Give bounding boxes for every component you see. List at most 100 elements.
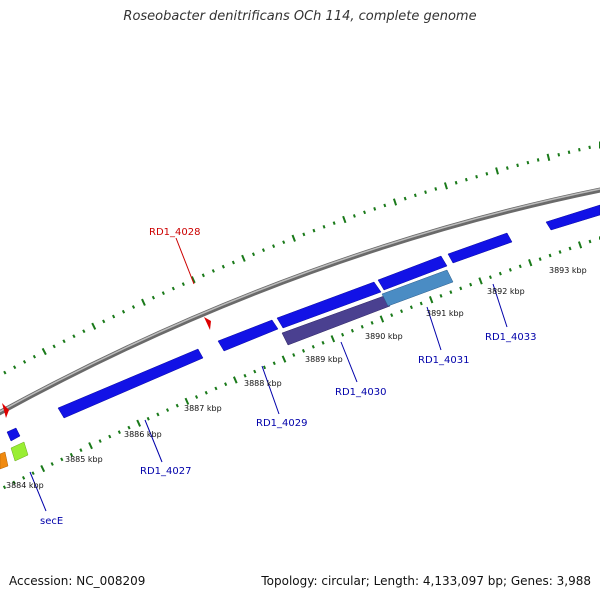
outer-tick xyxy=(22,360,27,364)
inner-tick xyxy=(508,268,512,272)
outer-tick xyxy=(261,248,266,252)
inner-tick xyxy=(292,353,296,357)
outer-tick xyxy=(578,147,581,152)
gene-rd1-4029[interactable] xyxy=(217,319,279,352)
inner-tick xyxy=(370,321,374,325)
outer-tick xyxy=(32,354,36,359)
outer-tick xyxy=(151,295,156,300)
outer-tick xyxy=(171,286,175,291)
inner-tick xyxy=(459,286,463,291)
inner-tick xyxy=(262,365,267,370)
outer-tick xyxy=(373,206,377,211)
inner-tick xyxy=(40,464,46,473)
inner-tick xyxy=(194,395,199,399)
inner-tick xyxy=(330,335,336,343)
gene-rd1-4027[interactable] xyxy=(57,348,204,419)
outer-tick xyxy=(588,145,591,150)
inner-tick xyxy=(419,301,423,306)
outer-tick xyxy=(52,344,56,349)
inner-tick xyxy=(175,403,179,408)
outer-tick xyxy=(102,319,106,324)
inner-tick xyxy=(88,442,93,450)
inner-tick xyxy=(214,386,218,391)
inner-tick xyxy=(272,361,276,366)
inner-tick xyxy=(146,416,150,421)
pointer-rd1-4027 xyxy=(144,419,163,463)
inner-tick xyxy=(538,257,542,261)
outer-tick xyxy=(121,309,126,314)
outer-tick xyxy=(516,163,519,168)
genome-backbone-highlight xyxy=(0,188,600,413)
outer-tick xyxy=(413,193,417,198)
outer-tick xyxy=(272,244,276,248)
inner-tick xyxy=(12,480,16,485)
inner-tick xyxy=(321,340,325,345)
outer-tick xyxy=(141,298,146,306)
inner-tick xyxy=(350,328,354,333)
topology-summary: Topology: circular; Length: 4,133,097 bp… xyxy=(261,574,591,588)
outer-tick xyxy=(536,158,540,162)
inner-tick xyxy=(243,373,247,378)
kbp-label: 3884 kbp xyxy=(6,481,44,490)
inner-tick xyxy=(409,305,413,310)
outer-tick xyxy=(485,172,489,176)
inner-tick xyxy=(558,250,562,254)
kbp-label: 3887 kbp xyxy=(184,404,222,413)
outer-tick xyxy=(475,174,478,179)
inner-tick xyxy=(165,408,170,412)
gene-label-rd1-4031: RD1_4031 xyxy=(418,355,469,366)
inner-tick xyxy=(224,382,228,387)
kbp-label: 3886 kbp xyxy=(124,430,162,439)
inner-tick xyxy=(50,462,54,466)
gene-rd1-4031[interactable] xyxy=(381,269,454,307)
outer-tick xyxy=(190,276,196,284)
inner-tick xyxy=(108,434,112,439)
inner-tick xyxy=(253,369,257,374)
outer-tick xyxy=(434,187,438,191)
inner-tick xyxy=(528,259,533,267)
gene-rd1-4031-forward[interactable] xyxy=(377,255,448,291)
pointer-rd1-4030 xyxy=(340,341,358,383)
outer-tick xyxy=(161,291,165,295)
gene-orange-feature[interactable] xyxy=(0,451,9,470)
inner-tick xyxy=(548,253,552,258)
outer-tick xyxy=(332,221,336,225)
outer-tick xyxy=(221,264,225,269)
inner-tick-track xyxy=(2,236,600,490)
inner-tick xyxy=(2,485,7,490)
gene-rd1-4030[interactable] xyxy=(281,295,391,346)
outer-tick xyxy=(181,282,185,286)
marker-red-1[interactable] xyxy=(204,317,211,330)
gene-label-rd1-4029: RD1_4029 xyxy=(256,418,307,429)
gene-label-rd1-4030: RD1_4030 xyxy=(335,387,386,398)
inner-tick xyxy=(518,264,522,269)
inner-tick xyxy=(568,246,572,251)
outer-tick xyxy=(201,273,205,278)
inner-tick xyxy=(428,296,434,304)
gene-small-blue[interactable] xyxy=(6,427,21,442)
outer-tick xyxy=(505,166,509,170)
gene-label-rd1-4027: RD1_4027 xyxy=(140,466,191,477)
kbp-label: 3888 kbp xyxy=(244,379,282,388)
inner-tick xyxy=(136,419,142,427)
outer-tick xyxy=(291,234,296,242)
inner-tick xyxy=(117,430,121,435)
kbp-label: 3892 kbp xyxy=(487,287,525,296)
gene-rd1-4030-forward[interactable] xyxy=(276,281,382,329)
gene-rd1-4033-forward[interactable] xyxy=(447,232,513,264)
inner-tick xyxy=(127,425,131,430)
outer-tick xyxy=(231,260,235,265)
inner-tick xyxy=(60,457,64,462)
outer-tick xyxy=(464,177,468,182)
gene-sece[interactable] xyxy=(10,441,29,462)
marker-red-2[interactable] xyxy=(2,403,9,418)
gene-label-rd1-4033: RD1_4033 xyxy=(485,332,536,343)
outer-tick xyxy=(302,232,306,237)
inner-tick xyxy=(439,294,443,298)
outer-tick xyxy=(363,210,367,215)
outer-tick xyxy=(82,329,86,334)
outer-tick xyxy=(3,370,7,375)
gene-right-edge-1[interactable] xyxy=(545,204,600,231)
inner-tick xyxy=(79,448,83,453)
